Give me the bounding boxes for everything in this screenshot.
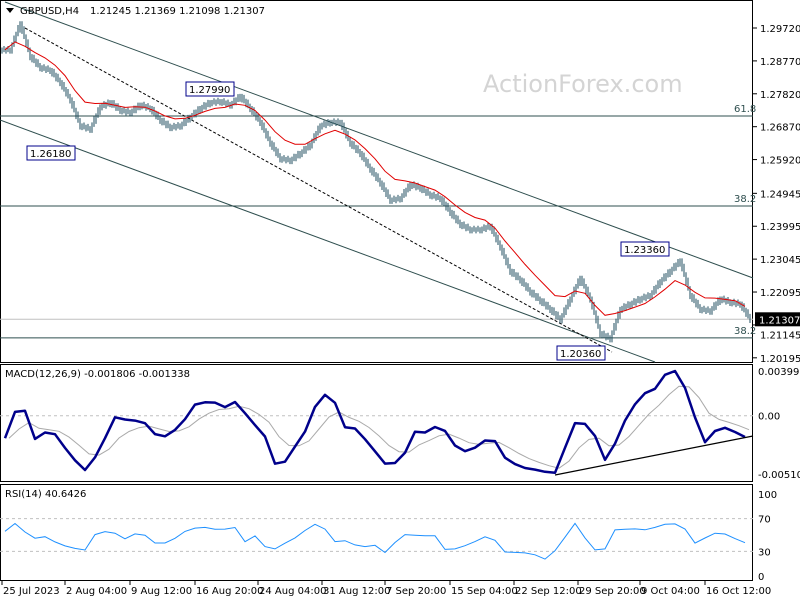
- x-axis-label: 29 Sep 20:00: [579, 586, 646, 597]
- macd-line: [3, 369, 746, 475]
- price-label: 1.20360: [560, 349, 601, 360]
- x-axis-label: 16 Aug 20:00: [196, 586, 263, 597]
- price-axis-label: 1.26870: [760, 123, 800, 134]
- price-axis-label: 1.24945: [760, 189, 800, 200]
- fib-level-label: 38.2: [734, 326, 756, 337]
- x-axis-label: 9 Oct 04:00: [641, 586, 700, 597]
- channel-lower-line: [0, 119, 656, 363]
- price-label: 1.26180: [30, 149, 71, 160]
- x-axis-label: 15 Sep 04:00: [451, 586, 518, 597]
- current-price-box: [755, 312, 800, 327]
- rsi-axis-label: 30: [758, 547, 771, 558]
- x-axis-label: 22 Sep 12:00: [515, 586, 582, 597]
- price-label: 1.27990: [189, 85, 230, 96]
- macd-axis-label: 0.003999: [758, 367, 800, 378]
- fib-level-label: 38.2: [734, 194, 756, 205]
- price-axis-label: 1.27820: [760, 90, 800, 101]
- price-label-box: [556, 345, 606, 361]
- price-panel: [0, 0, 753, 363]
- macd-trend-line: [554, 435, 754, 476]
- channel-upper-line: [4, 1, 754, 279]
- x-axis-label: 24 Aug 04:00: [259, 586, 326, 597]
- rsi-line: [4, 522, 746, 560]
- price-axis-label: 1.23045: [760, 255, 800, 266]
- collapse-triangle-icon[interactable]: [6, 8, 14, 13]
- x-axis-label: 9 Aug 12:00: [131, 586, 192, 597]
- macd-panel: [0, 364, 753, 482]
- rsi-axis-label: 100: [758, 490, 777, 501]
- macd-signal-line: [8, 385, 750, 469]
- dashed-trend-line: [24, 27, 613, 353]
- price-label-box: [620, 241, 670, 257]
- x-axis-label: 7 Sep 20:00: [386, 586, 446, 597]
- price-axis-label: 1.28770: [760, 57, 800, 68]
- moving-average-line: [4, 41, 746, 316]
- price-axis-label: 1.25920: [760, 156, 800, 167]
- macd-axis-label: -0.005103: [758, 470, 800, 481]
- rsi-title: RSI(14) 40.6426: [5, 489, 86, 500]
- watermark: ActionForex.com: [483, 70, 683, 98]
- chart-ohlc: 1.21245 1.21369 1.21098 1.21307: [90, 6, 265, 17]
- x-axis-label: 31 Aug 12:00: [323, 586, 390, 597]
- x-axis-label: 2 Aug 04:00: [66, 586, 127, 597]
- current-price-label: 1.21307: [759, 315, 800, 326]
- chart-symbol: GBPUSD,H4: [20, 6, 79, 17]
- fib-level-label: 61.8: [734, 104, 756, 115]
- macd-title: MACD(12,26,9) -0.001806 -0.001338: [5, 369, 190, 380]
- rsi-axis-label: 70: [758, 515, 771, 526]
- rsi-axis-label: 0: [758, 572, 764, 583]
- price-label-box: [185, 81, 235, 97]
- price-label-box: [26, 145, 76, 161]
- price-axis-label: 1.23995: [760, 222, 800, 233]
- price-axis-label: 1.22095: [760, 288, 800, 299]
- x-axis-label: 16 Oct 12:00: [706, 586, 771, 597]
- price-axis-label: 1.20195: [760, 354, 800, 365]
- x-axis-label: 25 Jul 2023: [3, 586, 60, 597]
- price-label: 1.23360: [624, 245, 665, 256]
- macd-axis-label: 0.00: [758, 412, 780, 423]
- price-axis-label: 1.21145: [760, 330, 800, 341]
- price-axis-label: 1.29720: [760, 24, 800, 35]
- rsi-panel: [0, 484, 753, 581]
